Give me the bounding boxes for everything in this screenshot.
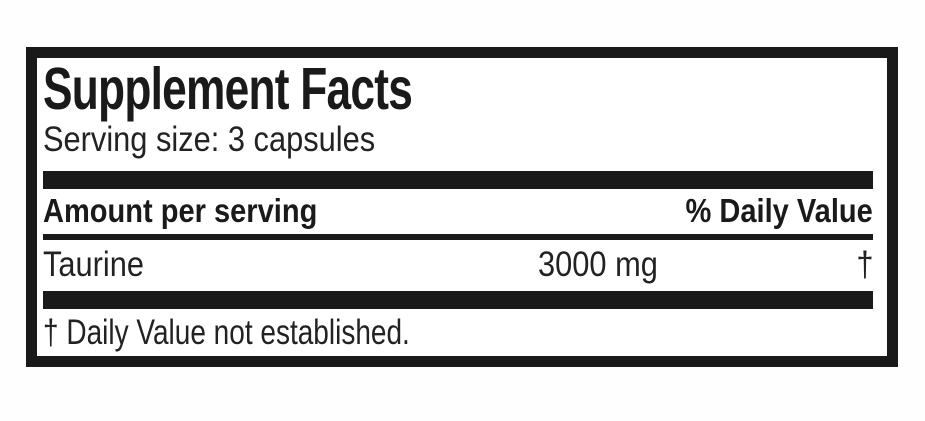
footnote: † Daily Value not established.: [43, 309, 873, 352]
label-title: Supplement Facts: [43, 56, 873, 122]
label-title-text: Supplement Facts: [43, 56, 413, 122]
column-header-percent-daily-value: % Daily Value: [685, 192, 873, 229]
nutrient-row-taurine: Taurine 3000 mg †: [43, 240, 873, 291]
divider-thick-top: [43, 171, 873, 189]
nutrient-name-text: Taurine: [43, 245, 145, 284]
divider-thick-bottom: [43, 291, 873, 309]
column-header-amount-per-serving: Amount per serving: [43, 192, 318, 229]
serving-size: Serving size: 3 capsules: [43, 120, 873, 160]
nutrient-name: Taurine: [43, 247, 538, 283]
footnote-text: † Daily Value not established.: [43, 313, 410, 352]
supplement-facts-label: Supplement Facts Serving size: 3 capsule…: [26, 47, 898, 367]
column-header-row: Amount per serving % Daily Value: [43, 189, 873, 234]
nutrient-daily-value-dagger: †: [854, 247, 873, 283]
nutrient-amount-text: 3000 mg: [538, 245, 658, 284]
serving-size-text: Serving size: 3 capsules: [43, 120, 376, 159]
nutrient-amount: 3000 mg: [538, 247, 674, 283]
divider-thin: [43, 234, 873, 240]
nutrient-daily-value-text: †: [855, 245, 873, 284]
